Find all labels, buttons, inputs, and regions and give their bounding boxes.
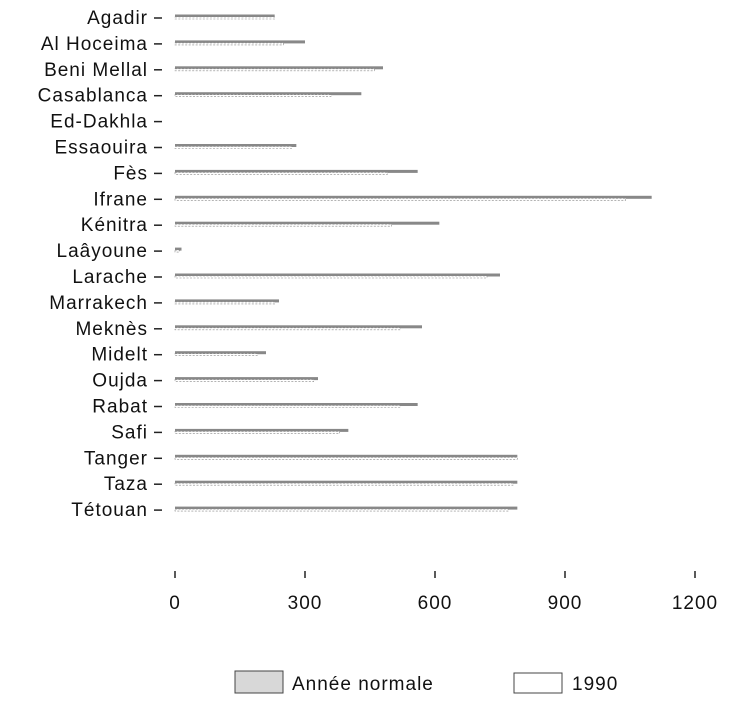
bar-1990-taza	[174, 482, 514, 486]
category-label-marrakech: Marrakech	[49, 293, 148, 314]
bar-annee-normale-ifrane	[175, 195, 652, 199]
bar-annee-normale-essaouira	[175, 144, 297, 147]
x-tick-label-300: 300	[288, 593, 323, 614]
bar-annee-normale-agadir	[175, 14, 275, 18]
category-label-casablanca: Casablanca	[38, 86, 148, 107]
category-label-taza: Taza	[104, 474, 148, 495]
bar-annee-normale-rabat	[175, 403, 418, 406]
bar-1990-casablanca	[174, 94, 332, 97]
category-label-tetouan: Tétouan	[71, 500, 148, 521]
bar-1990-laayoune	[174, 249, 180, 253]
bar-1990-oujda	[174, 379, 314, 382]
x-tick-label-900: 900	[548, 593, 583, 614]
bar-annee-normale-kenitra	[175, 221, 440, 225]
bar-annee-normale-tanger	[175, 454, 518, 458]
category-axis: Agadir Al Hoceima Beni Mellal Casablanca Ed-…	[38, 8, 162, 521]
bar-1990-tanger	[174, 456, 518, 460]
bar-1990-ifrane	[174, 198, 626, 201]
category-label-agadir: Agadir	[87, 8, 148, 29]
legend-swatch-annee-normale	[234, 670, 284, 694]
category-label-al-hoceima: Al Hoceima	[41, 34, 148, 55]
category-label-oujda: Oujda	[92, 371, 148, 392]
category-label-rabat: Rabat	[92, 397, 148, 418]
legend: Année normale 1990	[234, 670, 618, 695]
bar-1990-larache	[174, 275, 488, 279]
category-label-laayoune: Laâyoune	[57, 241, 148, 262]
category-label-larache: Larache	[72, 267, 148, 288]
bar-annee-normale-safi	[175, 428, 349, 432]
category-label-beni-mellal: Beni Mellal	[44, 60, 148, 81]
legend-label-1990: 1990	[572, 674, 618, 695]
legend-swatch-1990	[513, 672, 563, 694]
bar-1990-beni-mellal	[174, 68, 375, 72]
category-label-meknes: Meknès	[75, 319, 148, 340]
x-tick-label-1200: 1200	[672, 593, 718, 614]
bar-1990-al-hoceima	[174, 42, 284, 46]
bar-annee-normale-al-hoceima	[175, 40, 305, 44]
bar-annee-normale-casablanca	[175, 92, 362, 96]
bar-annee-normale-beni-mellal	[175, 66, 383, 70]
legend-label-annee-normale: Année normale	[292, 674, 434, 695]
x-tick-label-0: 0	[169, 593, 181, 614]
bar-annee-normale-tetouan	[175, 506, 518, 510]
bar-1990-fes	[174, 172, 388, 175]
x-tick-label-600: 600	[418, 593, 453, 614]
category-label-kenitra: Kénitra	[81, 215, 148, 236]
category-label-ifrane: Ifrane	[93, 189, 148, 210]
bar-annee-normale-taza	[175, 480, 518, 484]
bar-1990-midelt	[174, 353, 258, 357]
bar-1990-marrakech	[174, 301, 275, 305]
category-label-fes: Fès	[113, 163, 148, 184]
category-label-midelt: Midelt	[91, 345, 148, 366]
bar-1990-safi	[174, 431, 340, 434]
category-label-safi: Safi	[111, 422, 148, 443]
bar-annee-normale-fes	[175, 169, 418, 173]
bar-annee-normale-laayoune	[175, 247, 182, 251]
bar-1990-tetouan	[174, 508, 509, 512]
bars	[174, 14, 652, 512]
category-label-essaouira: Essaouira	[55, 138, 149, 159]
category-label-tanger: Tanger	[84, 448, 148, 469]
bar-1990-rabat	[174, 405, 401, 408]
bar-annee-normale-meknes	[175, 325, 422, 329]
bar-annee-normale-midelt	[175, 351, 266, 355]
bar-annee-normale-larache	[175, 273, 500, 277]
value-axis: 0 300 600 900 1200	[169, 571, 718, 614]
bar-annee-normale-oujda	[175, 377, 318, 381]
bar-1990-meknes	[174, 327, 401, 331]
bar-1990-kenitra	[174, 223, 392, 227]
category-label-ed-dakhla: Ed-Dakhla	[50, 112, 148, 133]
bar-1990-agadir	[174, 16, 275, 20]
bar-annee-normale-marrakech	[175, 299, 279, 303]
bar-1990-essaouira	[174, 146, 293, 149]
